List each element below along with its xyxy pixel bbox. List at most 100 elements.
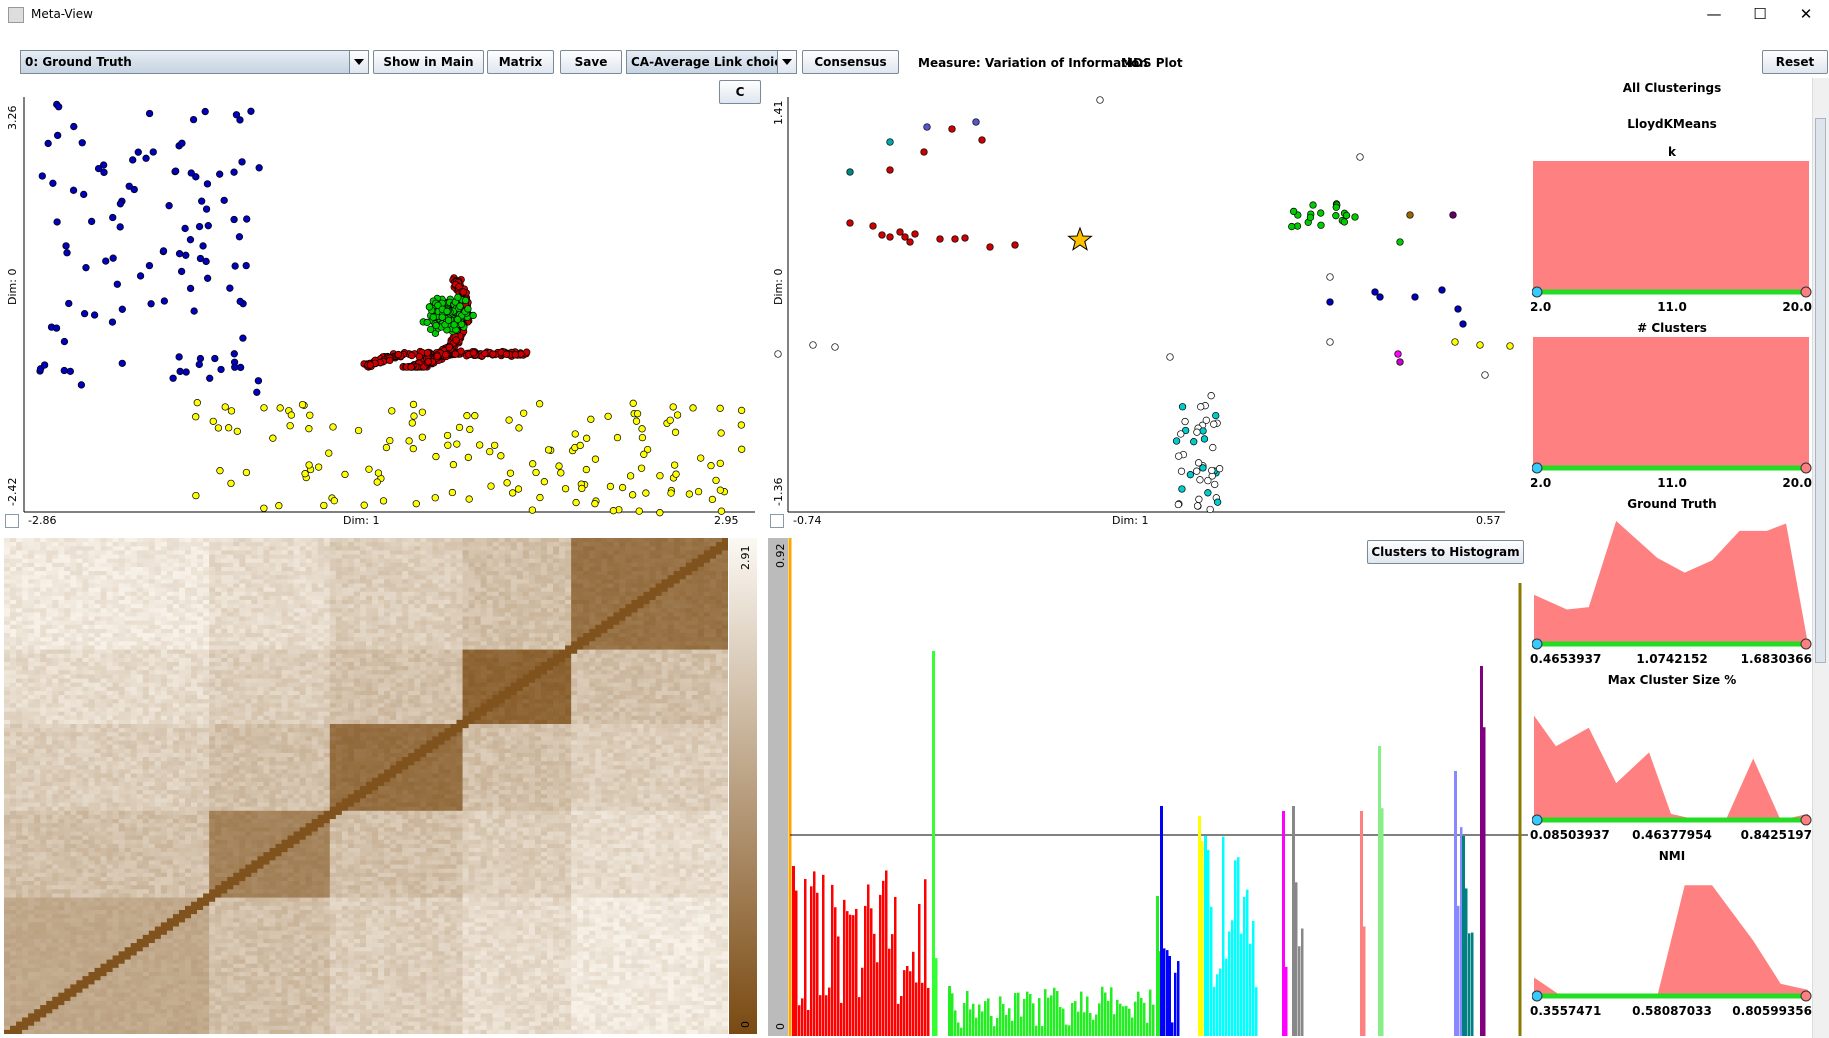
- histogram-bar: [1047, 997, 1050, 1036]
- data-point: [232, 111, 241, 119]
- histogram-bar: [1029, 993, 1032, 1036]
- histogram-bar: [1092, 1019, 1095, 1036]
- histogram-bar: [1237, 857, 1240, 1036]
- parameter-distribution-chart[interactable]: [1532, 159, 1812, 299]
- histogram-bar: [1131, 1017, 1134, 1036]
- mds-scatter-plot[interactable]: [770, 92, 1515, 522]
- left-plot-checkbox[interactable]: [5, 514, 19, 528]
- data-point: [182, 251, 190, 259]
- parameter-distribution-chart[interactable]: [1532, 335, 1812, 475]
- clustering-point: [1175, 452, 1183, 460]
- clustering-point: [1376, 293, 1384, 301]
- data-point: [528, 506, 537, 514]
- clustering-point: [1317, 209, 1325, 217]
- data-point: [374, 469, 383, 477]
- histogram-bar: [801, 998, 804, 1036]
- c-button[interactable]: C: [719, 80, 761, 104]
- data-point: [193, 399, 201, 407]
- mds-plot-ymax: 1.41: [772, 100, 785, 126]
- data-point: [716, 404, 724, 412]
- data-point: [287, 411, 295, 419]
- data-point: [366, 361, 374, 369]
- histogram-bar: [984, 1001, 987, 1036]
- histogram-bar: [1083, 1012, 1086, 1036]
- distance-matrix-heatmap[interactable]: [4, 538, 728, 1034]
- data-point: [236, 297, 244, 306]
- data-point: [503, 479, 511, 487]
- histogram-bar: [1234, 860, 1237, 1036]
- histogram-bar: [924, 879, 927, 1036]
- maximize-button[interactable]: ☐: [1753, 5, 1767, 23]
- data-point: [463, 412, 471, 420]
- data-point: [637, 464, 646, 472]
- data-point: [236, 116, 244, 124]
- data-point: [455, 423, 464, 432]
- data-point: [457, 320, 466, 328]
- clustering-select[interactable]: 0: Ground Truth: [20, 50, 369, 74]
- parameter-distribution-chart[interactable]: [1532, 511, 1812, 651]
- histogram-bar: [1074, 1001, 1077, 1036]
- histogram-bar: [932, 651, 935, 1036]
- data-point: [202, 205, 211, 213]
- histogram-bar: [831, 884, 834, 1036]
- histogram-bar: [915, 982, 918, 1036]
- chevron-down-icon[interactable]: [777, 51, 796, 73]
- scrollbar-thumb[interactable]: [1815, 118, 1826, 663]
- side-panel-scrollbar[interactable]: [1812, 78, 1829, 1038]
- histogram-bar: [903, 970, 906, 1036]
- consensus-button[interactable]: Consensus: [802, 50, 899, 74]
- histogram-bar: [1301, 928, 1304, 1036]
- cluster-histogram[interactable]: [768, 538, 1528, 1036]
- histogram-bar: [935, 958, 938, 1036]
- clustering-point: [1476, 341, 1484, 349]
- histogram-bar: [1198, 816, 1201, 1036]
- data-point: [243, 215, 251, 223]
- clustering-points: [774, 96, 1514, 514]
- clusters-to-histogram-button[interactable]: Clusters to Histogram: [1367, 540, 1524, 564]
- data-point: [227, 407, 236, 415]
- parameter-distribution-chart[interactable]: [1532, 863, 1812, 1003]
- left-plot-ymax: 3.26: [6, 105, 19, 131]
- data-point: [410, 412, 418, 420]
- data-point: [638, 425, 646, 433]
- clustering-point: [1351, 213, 1359, 221]
- data-point: [177, 267, 186, 276]
- data-point: [66, 367, 74, 375]
- data-point: [196, 354, 205, 363]
- clustering-point: [1195, 495, 1203, 503]
- minimize-button[interactable]: —: [1706, 5, 1722, 23]
- data-point: [388, 407, 396, 415]
- data-point: [130, 185, 138, 194]
- close-button[interactable]: ✕: [1799, 5, 1813, 23]
- link-choice-select[interactable]: CA-Average Link choice: [626, 50, 797, 74]
- histogram-bar: [858, 997, 861, 1036]
- data-point: [469, 311, 477, 320]
- clustering-point: [809, 341, 817, 349]
- matrix-button[interactable]: Matrix: [487, 50, 554, 74]
- reset-button[interactable]: Reset: [1762, 50, 1828, 74]
- save-button[interactable]: Save: [560, 50, 622, 74]
- parameter-distribution-chart[interactable]: [1532, 687, 1812, 827]
- histogram-bar: [885, 870, 888, 1036]
- data-point: [118, 359, 126, 367]
- mds-plot-checkbox[interactable]: [770, 514, 784, 528]
- chevron-down-icon[interactable]: [349, 51, 368, 73]
- data-scatter-plot[interactable]: [0, 92, 760, 522]
- data-point: [100, 168, 108, 177]
- clustering-point: [1178, 485, 1186, 493]
- data-point: [216, 170, 224, 178]
- show-in-main-button[interactable]: Show in Main: [373, 50, 484, 74]
- data-point: [181, 224, 189, 233]
- clustering-point: [1197, 403, 1205, 411]
- clustering-point: [1174, 500, 1182, 509]
- histogram-bar: [1174, 972, 1177, 1036]
- clustering-point: [986, 243, 994, 251]
- left-plot-xmax: 2.95: [714, 514, 739, 527]
- histogram-bar: [882, 880, 885, 1036]
- data-point: [53, 218, 61, 226]
- histogram-bar: [1201, 840, 1204, 1036]
- clustering-point: [1290, 207, 1298, 216]
- clustering-point: [1190, 438, 1198, 446]
- histogram-bar: [1360, 811, 1363, 1036]
- slider-min-label: 0.3557471: [1530, 1004, 1602, 1018]
